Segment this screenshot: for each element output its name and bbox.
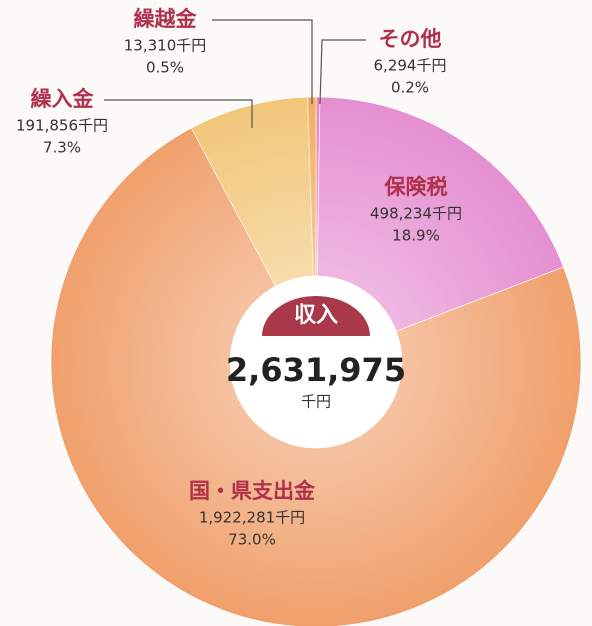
value-label: 498,234千円 (370, 205, 462, 223)
leader-line (104, 99, 253, 128)
slice-label: その他 (379, 27, 442, 51)
value-label: 6,294千円 (374, 57, 447, 75)
percent-label: 7.3% (43, 139, 81, 157)
percent-label: 0.2% (391, 79, 429, 97)
slice-label: 繰越金 (134, 7, 198, 31)
leader-line (319, 39, 366, 105)
value-label: 191,856千円 (16, 117, 108, 135)
leader-line (212, 19, 313, 104)
percent-label: 0.5% (146, 59, 184, 77)
slice-label: 国・県支出金 (189, 479, 316, 503)
value-label: 1,922,281千円 (199, 509, 305, 527)
center-title: 収入 (294, 303, 338, 328)
total-unit: 千円 (301, 393, 331, 411)
value-label: 13,310千円 (124, 37, 207, 55)
slice-label: 保険税 (384, 175, 448, 199)
percent-label: 73.0% (228, 531, 276, 549)
center-tab (262, 296, 370, 336)
total: 2,631,975 (226, 351, 406, 389)
percent-label: 18.9% (392, 227, 440, 245)
slice-label: 繰入金 (31, 87, 95, 111)
